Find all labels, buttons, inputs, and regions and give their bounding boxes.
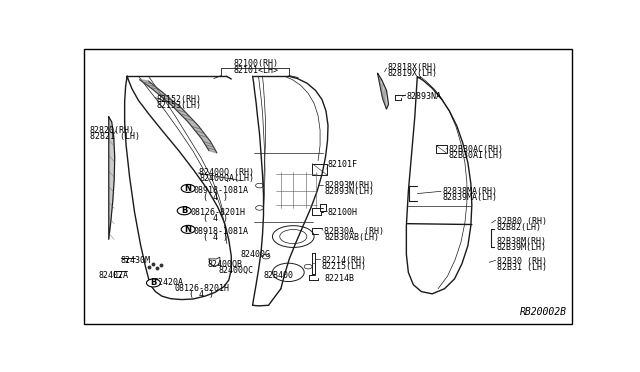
Text: 82B39M(LH): 82B39M(LH) [497, 243, 547, 252]
Text: 82839MA(LH): 82839MA(LH) [442, 193, 497, 202]
Text: B: B [150, 279, 157, 288]
Text: 08126-8201H: 08126-8201H [174, 284, 229, 293]
Circle shape [177, 207, 191, 215]
Text: 82838MA(RH): 82838MA(RH) [442, 187, 497, 196]
Text: 82B82(LH): 82B82(LH) [497, 223, 541, 232]
Text: 82430M: 82430M [121, 256, 150, 264]
Text: 82214(RH): 82214(RH) [321, 256, 366, 264]
Text: 82B80 (RH): 82B80 (RH) [497, 217, 547, 226]
Text: 82100H: 82100H [328, 208, 358, 217]
Text: 82B30 (RH): 82B30 (RH) [497, 257, 547, 266]
Bar [436, 145, 447, 154]
Text: 82821 (LH): 82821 (LH) [90, 132, 140, 141]
Text: 82400G: 82400G [240, 250, 270, 259]
Polygon shape [140, 80, 217, 153]
Text: 82893N(LH): 82893N(LH) [324, 187, 374, 196]
Circle shape [147, 279, 161, 287]
Polygon shape [378, 73, 388, 109]
Text: 82152(RH): 82152(RH) [157, 94, 202, 103]
Text: 82B31 (LH): 82B31 (LH) [497, 263, 547, 272]
Text: 82215(LH): 82215(LH) [321, 262, 366, 271]
Text: ( 4 ): ( 4 ) [203, 233, 228, 242]
Text: 82400Q (RH): 82400Q (RH) [199, 168, 254, 177]
Text: 82400QC: 82400QC [219, 266, 254, 275]
Text: 08126-8201H: 08126-8201H [190, 208, 245, 217]
Text: 82101<LH>: 82101<LH> [234, 66, 278, 75]
Text: B: B [181, 206, 188, 215]
Text: 82819X(LH): 82819X(LH) [388, 69, 438, 78]
Text: 82B30AI(LH): 82B30AI(LH) [448, 151, 503, 160]
Text: 82153(LH): 82153(LH) [157, 101, 202, 110]
Polygon shape [109, 117, 115, 240]
Text: ( 4 ): ( 4 ) [189, 291, 214, 299]
Text: 08918-1081A: 08918-1081A [193, 186, 248, 195]
Text: 82101F: 82101F [328, 160, 358, 169]
Text: 82400QA(LH): 82400QA(LH) [199, 174, 254, 183]
Text: 82100(RH): 82100(RH) [234, 59, 278, 68]
Text: 08918-1081A: 08918-1081A [193, 227, 248, 236]
Text: 82820(RH): 82820(RH) [90, 126, 135, 135]
Text: 82893M(RH): 82893M(RH) [324, 181, 374, 190]
Text: 82B38M(RH): 82B38M(RH) [497, 237, 547, 246]
Circle shape [181, 225, 195, 233]
Text: N: N [184, 184, 191, 193]
Text: 82B30A  (RH): 82B30A (RH) [324, 227, 384, 236]
Text: ( 4 ): ( 4 ) [203, 193, 228, 202]
Text: 82400QB: 82400QB [208, 260, 243, 269]
Text: 82B30AC(RH): 82B30AC(RH) [448, 145, 503, 154]
Bar [312, 164, 327, 175]
Circle shape [181, 185, 195, 192]
Text: N: N [184, 225, 191, 234]
Text: 82420A: 82420A [154, 278, 184, 287]
Text: 82B400: 82B400 [264, 271, 294, 280]
Text: RB20002B: RB20002B [520, 307, 567, 317]
Text: 82214B: 82214B [324, 273, 354, 283]
Text: 82818X(RH): 82818X(RH) [388, 63, 438, 72]
Text: 82402A: 82402A [99, 271, 129, 280]
Text: 82B30AB(LH): 82B30AB(LH) [324, 233, 379, 242]
Text: ( 4 ): ( 4 ) [203, 214, 228, 223]
Text: 82893NA: 82893NA [406, 92, 442, 101]
